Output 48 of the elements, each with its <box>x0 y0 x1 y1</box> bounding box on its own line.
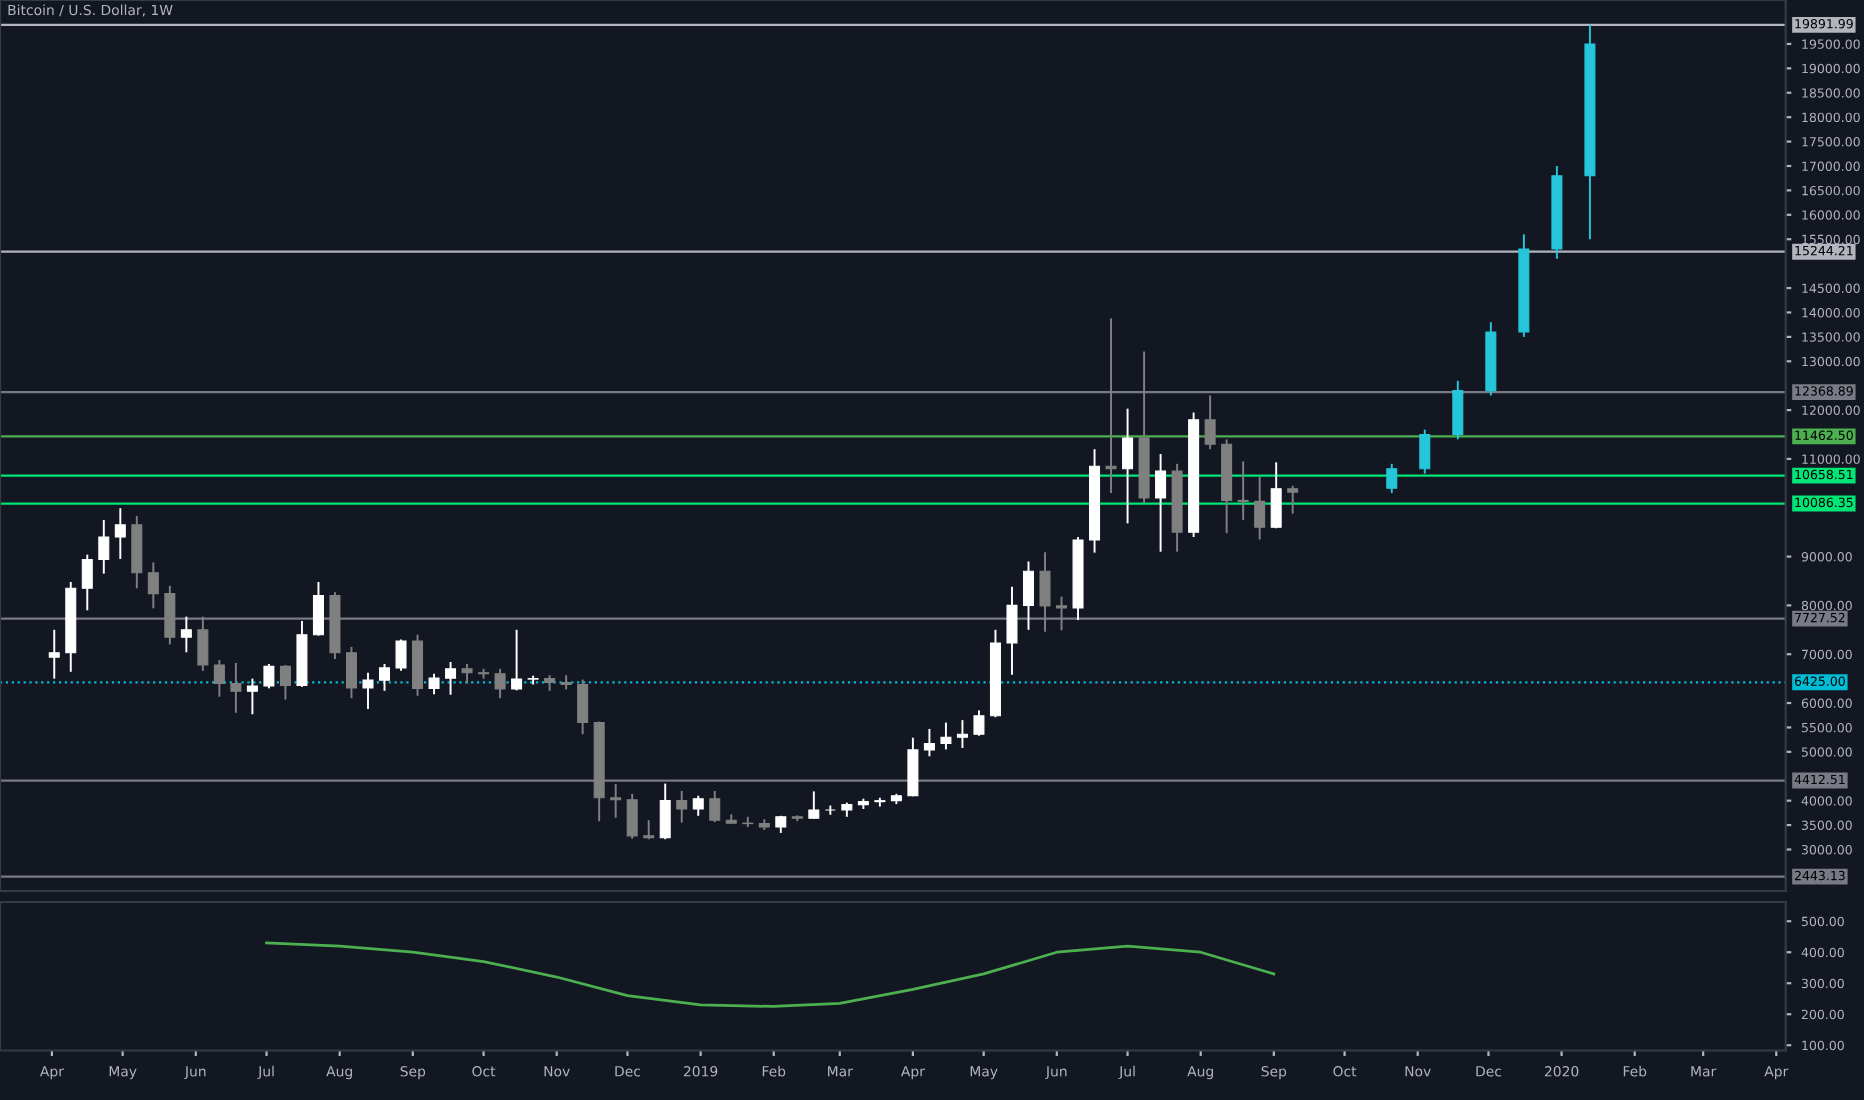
candlestick <box>1155 453 1167 553</box>
candlestick <box>808 790 820 820</box>
candlestick <box>362 671 374 710</box>
candlestick <box>1237 460 1249 521</box>
candlestick <box>98 518 110 575</box>
candlestick <box>412 633 424 697</box>
candlestick <box>345 645 357 700</box>
candlestick <box>213 659 225 698</box>
candlestick <box>907 736 919 798</box>
candlestick <box>709 789 721 824</box>
candlestick <box>461 663 473 685</box>
candlestick <box>378 663 391 692</box>
candlestick <box>230 662 242 714</box>
line-series <box>265 941 1276 1008</box>
candlestick <box>643 819 655 841</box>
candlestick <box>676 789 688 824</box>
candlestick <box>940 721 952 751</box>
candlestick <box>659 782 671 841</box>
candlestick <box>1287 484 1299 515</box>
candlestick <box>973 709 985 737</box>
candlestick <box>494 667 506 700</box>
candlestick <box>246 677 258 716</box>
candlestick <box>511 628 523 692</box>
candlestick <box>1122 407 1134 525</box>
candlestick <box>147 561 159 610</box>
candlestick <box>81 553 93 612</box>
candlestick <box>692 794 704 817</box>
candlestick <box>48 628 60 680</box>
candlestick <box>1386 462 1398 495</box>
candlestick <box>428 672 440 696</box>
candlestick <box>577 678 589 736</box>
candlestick <box>626 792 638 840</box>
candlestick <box>263 663 275 690</box>
candlestick <box>180 615 192 654</box>
candlestick <box>395 638 407 672</box>
candlestick <box>1006 585 1018 676</box>
candlestick <box>956 719 968 749</box>
candlestick <box>1419 428 1431 475</box>
candlestick <box>279 663 291 701</box>
candlestick <box>131 515 143 590</box>
candlestick <box>1022 560 1035 631</box>
candlestick <box>312 580 324 637</box>
candlestick <box>1452 379 1464 441</box>
candlestick <box>445 661 457 696</box>
candlestick <box>923 727 935 758</box>
candlestick <box>114 507 126 560</box>
candlestick <box>1254 476 1266 541</box>
candlestick <box>1270 461 1282 530</box>
